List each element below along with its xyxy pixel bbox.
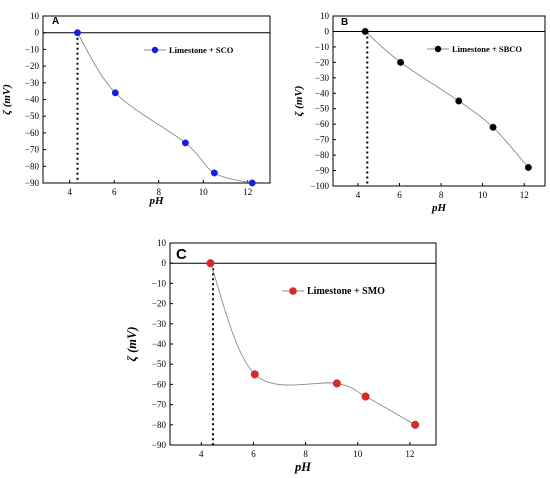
y-tick-label: −70	[152, 400, 167, 410]
legend-marker	[289, 287, 297, 295]
y-tick-label: −100	[310, 181, 329, 191]
y-tick-label: −90	[315, 166, 330, 176]
y-tick-label: −20	[25, 61, 40, 71]
y-tick-label: 10	[30, 11, 40, 21]
y-tick-label: −60	[315, 119, 330, 129]
x-tick-label: 10	[199, 187, 209, 197]
y-tick-label: 0	[35, 28, 40, 38]
y-axis-title: ζ (mV)	[125, 326, 139, 361]
data-point	[455, 97, 463, 105]
y-tick-label: −70	[315, 135, 330, 145]
x-axis-title: pH	[148, 195, 164, 207]
y-tick-label: −80	[25, 161, 40, 171]
y-tick-label: −40	[25, 95, 40, 105]
chart-panel-c: 10 0 −10 −20 −30 −40 −50 −60 −70 −80 −90 4 6 8 10 12 Lim…	[125, 238, 437, 474]
data-point	[181, 139, 189, 147]
data-point	[206, 259, 215, 268]
y-tick-label: 10	[320, 11, 330, 21]
y-tick-label: 0	[325, 26, 330, 36]
legend: Limestone + SBCO	[427, 44, 522, 54]
y-tick-label: −10	[315, 42, 330, 52]
y-tick-label: −30	[25, 78, 40, 88]
data-point	[489, 123, 497, 131]
panel-label: B	[341, 17, 348, 28]
y-tick-label: −90	[25, 178, 40, 188]
legend: Limestone + SCO	[144, 45, 234, 55]
y-tick-label: −80	[315, 150, 330, 160]
y-tick-label: −70	[25, 145, 40, 155]
y-tick-label: 0	[162, 258, 167, 268]
data-point	[248, 179, 256, 187]
data-point	[361, 28, 369, 35]
data-point	[361, 392, 370, 401]
data-point	[74, 29, 81, 37]
y-tick-label: −50	[315, 104, 330, 114]
x-tick-label: 6	[397, 190, 402, 200]
x-axis-title: pH	[294, 460, 312, 474]
plot-frame	[169, 242, 437, 446]
y-tick-label: 10	[157, 238, 167, 248]
x-tick-label: 12	[405, 449, 414, 459]
series-line	[77, 32, 253, 184]
chart-panel-b: 10 0 −10 −20 −30 −40 −50 −60 −70 −80 −90 −100 4 6 8 10 1…	[293, 11, 546, 214]
data-point	[332, 379, 341, 388]
y-tick-label: −90	[152, 440, 167, 450]
y-tick-label: −50	[25, 111, 40, 121]
x-tick-label: 12	[243, 187, 252, 197]
y-tick-label: −60	[25, 128, 40, 138]
panel-label: C	[176, 246, 187, 263]
legend-marker	[434, 45, 442, 53]
y-tick-label: −40	[315, 88, 330, 98]
x-tick-label: 8	[439, 190, 444, 200]
panel-label: A	[52, 16, 59, 27]
legend-marker	[151, 46, 159, 54]
x-tick-label: 8	[156, 187, 161, 197]
x-tick-label: 8	[303, 449, 308, 459]
x-tick-label: 10	[478, 190, 488, 200]
y-tick-label: −50	[152, 359, 167, 369]
x-tick-label: 6	[112, 187, 117, 197]
x-tick-label: 10	[353, 449, 363, 459]
x-tick-label: 4	[67, 187, 72, 197]
legend-label: Limestone + SMO	[307, 286, 385, 297]
y-axis-title: ζ (mV)	[1, 84, 13, 115]
y-tick-label: −10	[25, 44, 40, 54]
y-axis-title: ζ (mV)	[293, 86, 305, 117]
x-axis-title: pH	[431, 202, 447, 214]
x-tick-label: 6	[251, 449, 256, 459]
x-tick-label: 4	[199, 449, 204, 459]
x-tick-label: 4	[356, 190, 361, 200]
data-point	[210, 169, 218, 177]
y-tick-label: −30	[152, 319, 167, 329]
x-tick-label: 12	[520, 190, 529, 200]
y-tick-label: −80	[152, 420, 167, 430]
legend: Limestone + SMO	[282, 286, 385, 297]
legend-label: Limestone + SCO	[169, 45, 234, 55]
y-tick-label: −60	[152, 379, 167, 389]
y-tick-label: −20	[152, 299, 167, 309]
data-point	[250, 370, 259, 379]
data-point	[524, 164, 532, 171]
data-point	[411, 420, 420, 429]
data-point	[397, 58, 404, 66]
y-tick-label: −10	[152, 278, 167, 288]
data-point	[111, 89, 119, 97]
y-tick-label: −40	[152, 339, 167, 349]
plot-frame	[332, 15, 546, 187]
y-tick-label: −30	[315, 73, 330, 83]
chart-panel-a: 10 0 −10 −20 −30 −40 −50 −60 −70 −80 −90 4 6 8 10 12 Lim…	[1, 11, 271, 207]
y-tick-label: −20	[315, 57, 330, 67]
legend-label: Limestone + SBCO	[452, 44, 522, 54]
series-line	[210, 263, 416, 426]
